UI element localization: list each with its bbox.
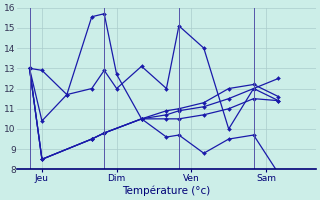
- X-axis label: Température (°c): Température (°c): [122, 185, 211, 196]
